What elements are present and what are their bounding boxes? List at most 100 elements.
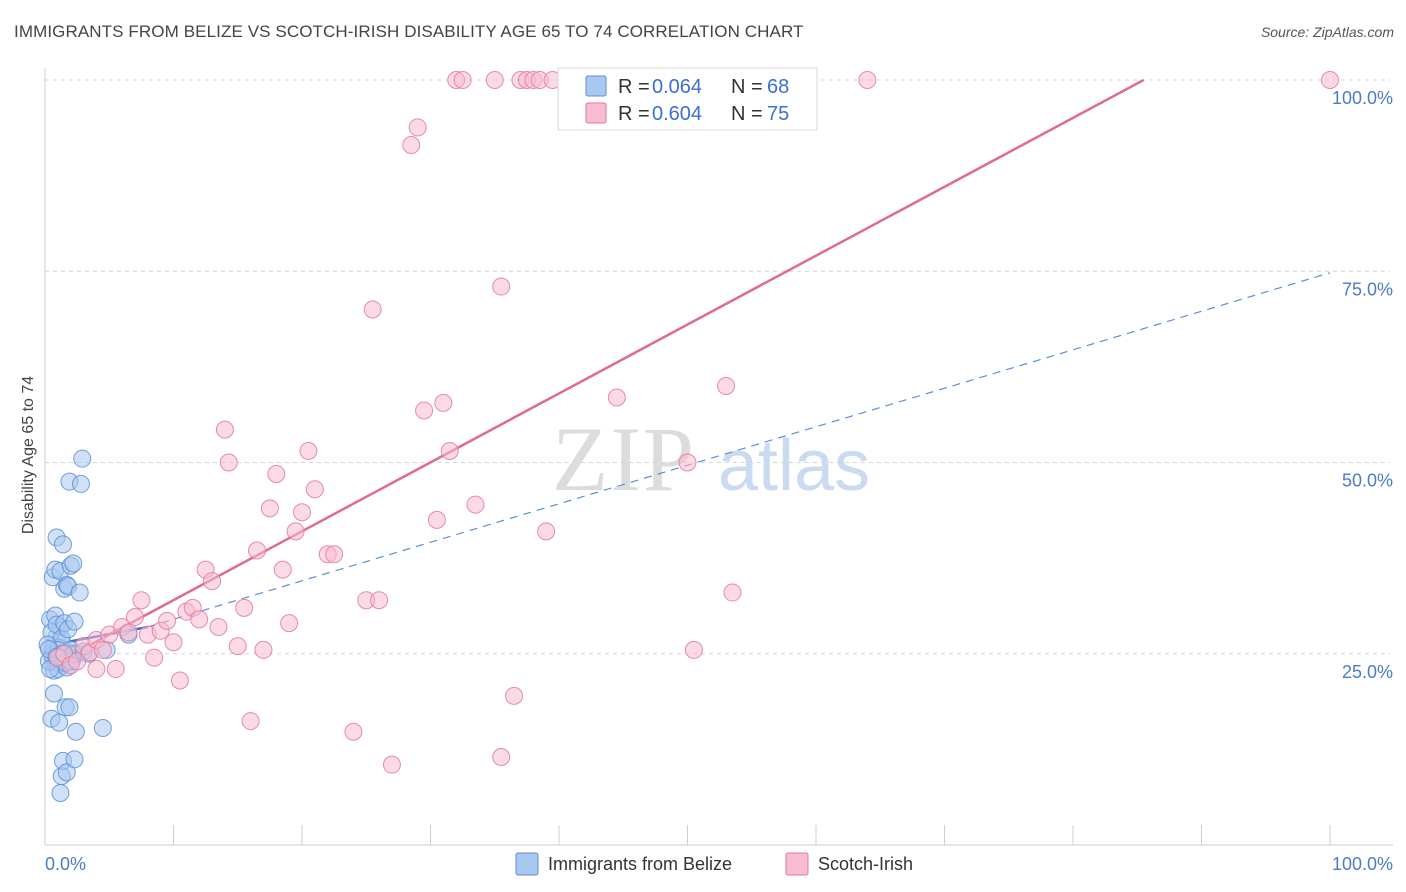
series-legend: Immigrants from Belize Scotch-Irish: [515, 852, 913, 876]
point-series1-32: [254, 640, 273, 659]
point-series1-31: [248, 541, 267, 560]
point-series1-28: [228, 637, 247, 656]
point-series1-57: [485, 71, 504, 89]
point-series1-9: [106, 660, 125, 679]
point-series1-73: [1321, 71, 1339, 89]
x-tick-label-min: 0.0%: [45, 854, 86, 874]
point-series1-56: [466, 495, 485, 514]
chart-title: IMMIGRANTS FROM BELIZE VS SCOTCH-IRISH D…: [14, 22, 804, 41]
point-series0-26: [65, 612, 84, 631]
point-series1-15: [145, 648, 164, 667]
point-series1-3: [68, 652, 87, 671]
y-tick-labels: 25.0% 50.0% 75.0% 100.0%: [1332, 88, 1393, 682]
point-series1-33: [260, 499, 279, 518]
point-series1-22: [190, 610, 209, 629]
point-series1-42: [325, 545, 344, 564]
point-series1-58: [492, 277, 511, 296]
watermark-atlas: atlas: [718, 426, 870, 506]
x-tick-labels: 0.0% 100.0%: [45, 854, 1393, 874]
point-series0-43: [44, 684, 63, 703]
correlation-legend: R = 0.064 N = 68 R = 0.604 N = 75: [557, 67, 818, 131]
point-series1-46: [370, 591, 389, 610]
point-series1-65: [505, 686, 524, 705]
point-series1-25: [209, 617, 228, 636]
chart-source: Source: ZipAtlas.com: [1260, 24, 1394, 40]
watermark: ZIP atlas: [552, 408, 870, 510]
point-series1-74: [87, 660, 106, 679]
point-series0-38: [64, 554, 83, 573]
point-series1-45: [363, 300, 382, 319]
legend-n-label-scotch-irish: N =: [731, 103, 768, 125]
series-legend-label-scotch-irish: Scotch-Irish: [818, 854, 913, 874]
legend-swatch-scotch-irish: [585, 102, 607, 124]
y-tick-label-50: 50.0%: [1342, 471, 1393, 491]
point-series1-29: [235, 598, 254, 617]
point-series1-35: [273, 560, 292, 579]
point-series1-18: [164, 633, 183, 652]
point-series1-47: [382, 755, 401, 774]
point-series1-40: [305, 480, 324, 499]
point-series0-46: [60, 698, 79, 717]
point-series1-24: [203, 572, 222, 591]
point-series0-47: [66, 722, 85, 741]
data-points: [38, 71, 1339, 802]
trend-line-scotch-irish: [44, 78, 1145, 671]
series-legend-swatch-belize: [515, 852, 539, 876]
y-tick-label-100: 100.0%: [1332, 88, 1393, 108]
point-series1-17: [158, 611, 177, 630]
point-series1-72: [858, 71, 877, 89]
trend-line-belize-dashed: [147, 272, 1331, 628]
point-series0-41: [73, 449, 92, 468]
legend-r-label-scotch-irish: R =: [618, 103, 655, 125]
point-series1-38: [293, 503, 311, 522]
point-series1-68: [678, 453, 697, 472]
point-series1-12: [125, 608, 144, 627]
x-tick-label-max: 100.0%: [1332, 854, 1393, 874]
point-series1-13: [132, 591, 151, 610]
series-legend-label-belize: Immigrants from Belize: [548, 854, 732, 874]
point-series0-52: [65, 750, 84, 769]
point-series1-51: [427, 510, 446, 529]
point-series1-7: [93, 640, 112, 659]
point-series0-53: [93, 718, 112, 737]
point-series1-26: [215, 420, 234, 439]
y-tick-label-75: 75.0%: [1342, 279, 1393, 299]
point-series1-48: [402, 136, 421, 155]
point-series1-30: [241, 712, 260, 731]
trend-lines: [44, 78, 1331, 671]
watermark-zip: ZIP: [552, 408, 696, 510]
point-series1-52: [434, 393, 453, 412]
point-series0-40: [71, 474, 90, 493]
y-axis-label: Disability Age 65 to 74: [20, 376, 37, 534]
point-series1-37: [286, 522, 305, 541]
point-series1-71: [723, 583, 742, 602]
point-series1-39: [299, 442, 318, 461]
legend-r-value-scotch-irish: 0.604: [652, 103, 702, 125]
legend-r-value-belize: 0.064: [652, 76, 702, 98]
point-series1-49: [408, 118, 427, 137]
point-series1-19: [170, 671, 189, 690]
point-series1-63: [537, 522, 556, 541]
legend-n-label-belize: N =: [731, 76, 768, 98]
legend-r-label-belize: R =: [618, 76, 655, 98]
point-series1-27: [219, 453, 238, 472]
legend-swatch-belize: [585, 75, 607, 97]
point-series1-43: [344, 722, 363, 741]
axes: [44, 68, 1393, 846]
y-tick-label-25: 25.0%: [1342, 662, 1393, 682]
point-series1-53: [440, 442, 459, 461]
point-series1-11: [119, 623, 138, 642]
point-series0-32: [53, 535, 72, 554]
gridlines: [45, 79, 1390, 655]
point-series1-70: [717, 377, 736, 395]
point-series1-36: [280, 614, 299, 633]
point-series1-55: [453, 71, 472, 89]
legend-n-value-scotch-irish: 75: [767, 103, 789, 125]
point-series1-66: [492, 748, 511, 767]
series-legend-swatch-scotch-irish: [785, 852, 809, 876]
point-series0-48: [51, 783, 70, 802]
legend-n-value-belize: 68: [767, 76, 789, 98]
point-series1-50: [415, 401, 434, 420]
point-series0-44: [50, 713, 69, 732]
